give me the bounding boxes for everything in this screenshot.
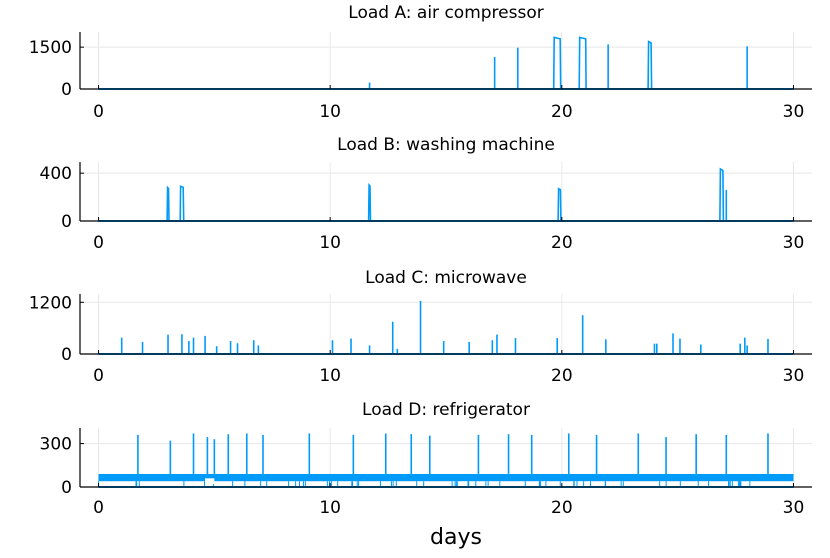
panel-4-series-gap [205,478,215,485]
panel-2-spike [367,182,372,222]
panel-1-spike [647,40,653,90]
panel-4-y-tick-label: 0 [61,478,72,498]
panel-4-x-tick-label: 20 [551,498,573,518]
panel-2-spike [719,167,725,222]
panel-4-x-tick-label: 30 [783,498,805,518]
panel-3-y-tick-label: 1200 [29,293,72,313]
panel-3-y-tick-label: 0 [61,345,72,365]
panel-1-x-tick-label: 30 [783,102,805,122]
panel-2-y-tick-label: 400 [40,164,72,184]
panel-1-y-tick-label: 1500 [29,38,72,58]
panel-3-x-tick-label: 0 [93,366,104,386]
panel-3-x-tick-label: 20 [551,366,573,386]
panel-1-spike [578,36,587,90]
panel-4-series-band [98,473,794,482]
panel-1-title: Load A: air compressor [348,3,543,23]
panel-3-x-tick-label: 10 [319,366,341,386]
panel-2-spike [557,187,562,222]
panel-2-x-tick-label: 0 [93,233,104,253]
panel-2-x-tick-label: 20 [551,233,573,253]
panel-2-spike [179,185,185,222]
panel-1-x-tick-label: 10 [319,102,341,122]
panel-1-x-tick-label: 0 [93,102,104,122]
panel-1-x-tick-label: 20 [551,102,573,122]
panel-3-title: Load C: microwave [365,268,527,288]
panel-1-y-tick-label: 0 [61,80,72,100]
panel-2-spike [166,185,170,222]
panel-4-y-tick-label: 300 [40,435,72,455]
panel-4-title: Load D: refrigerator [362,400,530,420]
panel-2-y-tick-label: 0 [61,212,72,232]
panel-4-x-tick-label: 0 [93,498,104,518]
panel-4-x-tick-label: 10 [319,498,341,518]
panel-1-spike [552,36,562,90]
panel-2-x-tick-label: 10 [319,233,341,253]
panel-4-x-axis-label: days [430,525,482,550]
panel-2-x-tick-label: 30 [783,233,805,253]
panel-3-x-tick-label: 30 [783,366,805,386]
panel-2-title: Load B: washing machine [337,135,555,155]
